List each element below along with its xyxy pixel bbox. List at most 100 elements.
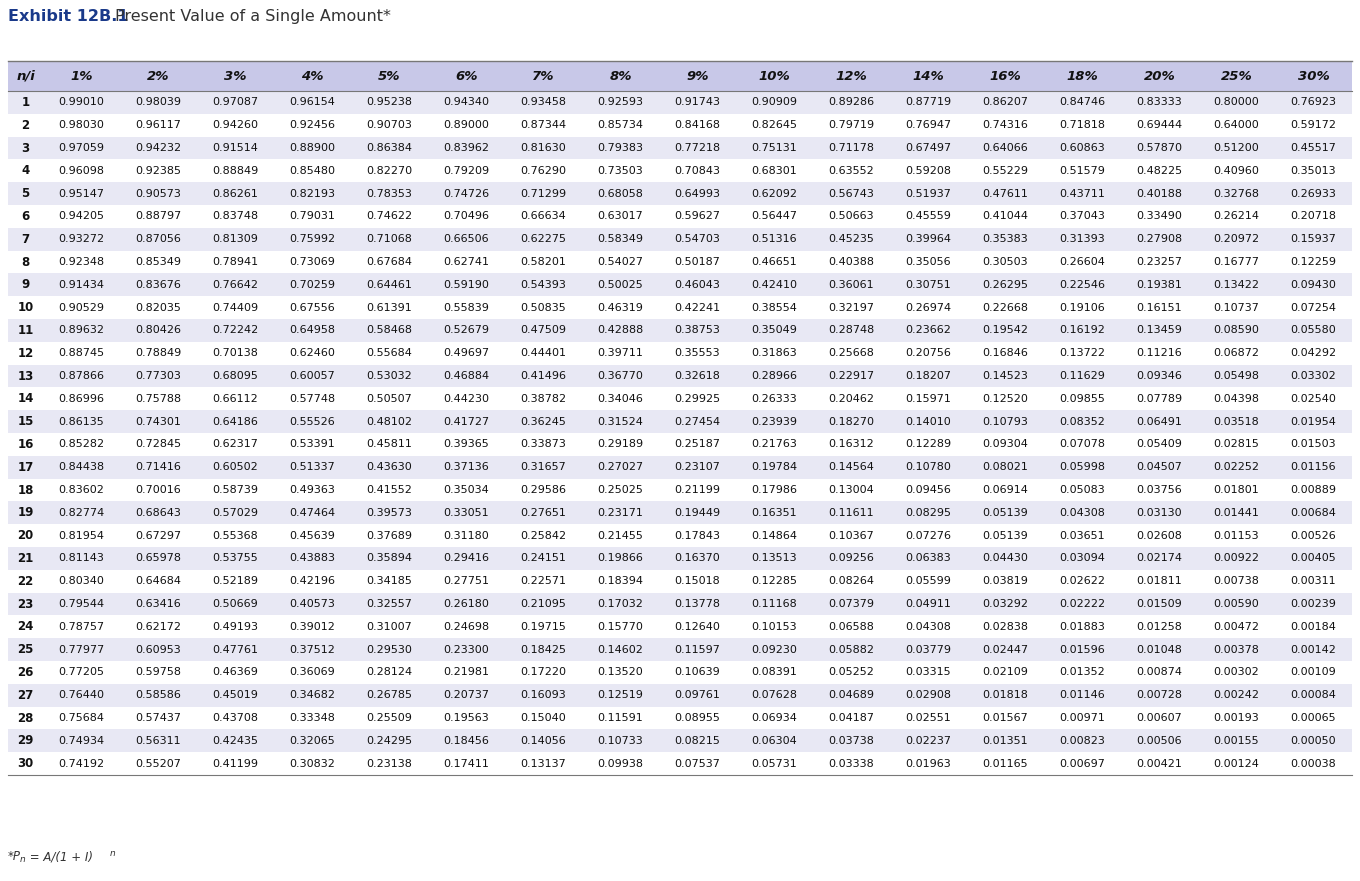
Text: 0.14010: 0.14010 [906,417,952,426]
Text: 0.04398: 0.04398 [1213,394,1259,403]
Text: 3: 3 [22,142,30,154]
Text: 0.91514: 0.91514 [212,143,258,153]
Text: 0.35034: 0.35034 [443,485,490,495]
Text: 2%: 2% [147,70,170,83]
Text: 0.97087: 0.97087 [212,98,258,107]
Text: 0.28124: 0.28124 [366,668,412,677]
Bar [8,638,1352,661]
Text: 0.58586: 0.58586 [136,690,181,700]
Text: 0.08021: 0.08021 [982,463,1028,472]
Text: 0.00421: 0.00421 [1137,759,1182,768]
Text: 0.49697: 0.49697 [443,348,490,359]
Text: 0.79544: 0.79544 [58,599,105,609]
Text: 0.25668: 0.25668 [828,348,874,359]
Text: 0.11611: 0.11611 [828,507,874,518]
Text: 0.26214: 0.26214 [1213,211,1259,221]
Text: 0.57870: 0.57870 [1137,143,1182,153]
Bar [8,228,1352,250]
Text: Present Value of a Single Amount*: Present Value of a Single Amount* [116,9,390,24]
Text: 0.03292: 0.03292 [982,599,1028,609]
Text: 0.35553: 0.35553 [675,348,721,359]
Text: 0.94205: 0.94205 [58,211,105,221]
Bar [8,319,1352,342]
Text: 0.60502: 0.60502 [212,463,258,472]
Text: 0.47611: 0.47611 [982,189,1028,198]
Text: 0.02252: 0.02252 [1213,463,1259,472]
Text: 0.01509: 0.01509 [1137,599,1182,609]
Text: 0.96117: 0.96117 [136,120,181,130]
Text: 0.12640: 0.12640 [675,622,721,632]
Bar [8,707,1352,729]
Text: 0.43883: 0.43883 [290,553,336,564]
Text: 0.41199: 0.41199 [212,759,258,768]
Text: 0.04308: 0.04308 [1059,507,1106,518]
Text: 0.50025: 0.50025 [597,280,643,290]
Text: 8: 8 [22,255,30,269]
Text: 0.54703: 0.54703 [675,234,721,244]
Text: 0.05498: 0.05498 [1213,371,1259,381]
Text: 0.99010: 0.99010 [58,98,105,107]
Text: 0.91434: 0.91434 [58,280,105,290]
Text: 0.08352: 0.08352 [1059,417,1106,426]
Text: 0.35894: 0.35894 [366,553,412,564]
Text: 0.27651: 0.27651 [521,507,566,518]
Text: 0.56743: 0.56743 [828,189,874,198]
Text: 0.14564: 0.14564 [828,463,874,472]
Text: 0.36069: 0.36069 [290,668,336,677]
Text: 0.62460: 0.62460 [290,348,336,359]
Text: 6%: 6% [456,70,477,83]
Text: 27: 27 [18,689,34,701]
Text: 0.01153: 0.01153 [1213,530,1259,541]
Text: 0.03302: 0.03302 [1291,371,1337,381]
Text: 0.09456: 0.09456 [906,485,952,495]
Text: 0.31393: 0.31393 [1059,234,1106,244]
Text: 0.17986: 0.17986 [752,485,797,495]
Text: 0.16846: 0.16846 [982,348,1028,359]
Text: 0.20462: 0.20462 [828,394,874,403]
Text: 0.26785: 0.26785 [366,690,412,700]
Text: 0.32768: 0.32768 [1213,189,1259,198]
Text: 0.07379: 0.07379 [828,599,874,609]
Text: 0.00526: 0.00526 [1291,530,1337,541]
Text: 0.37136: 0.37136 [443,463,490,472]
Text: 0.00184: 0.00184 [1291,622,1337,632]
Text: 0.00874: 0.00874 [1137,668,1182,677]
Text: 0.13513: 0.13513 [752,553,797,564]
Text: 0.50835: 0.50835 [521,302,566,313]
Text: 0.85734: 0.85734 [597,120,643,130]
Text: 0.03518: 0.03518 [1213,417,1259,426]
Text: 18%: 18% [1066,70,1099,83]
Text: 0.00823: 0.00823 [1059,736,1106,746]
Text: 0.38554: 0.38554 [752,302,797,313]
Text: 0.02608: 0.02608 [1137,530,1182,541]
Text: 20%: 20% [1144,70,1175,83]
Text: 0.86261: 0.86261 [212,189,258,198]
Text: 30: 30 [18,757,34,770]
Text: 0.34046: 0.34046 [597,394,643,403]
Text: 0.01801: 0.01801 [1213,485,1259,495]
Text: 0.05139: 0.05139 [983,507,1028,518]
Text: 2: 2 [22,119,30,131]
Text: 0.56447: 0.56447 [752,211,797,221]
Text: 0.96154: 0.96154 [290,98,336,107]
Text: 0.64684: 0.64684 [136,576,181,586]
Text: 0.01503: 0.01503 [1291,440,1337,449]
Text: 0.59172: 0.59172 [1291,120,1337,130]
Text: 0.82193: 0.82193 [290,189,336,198]
Text: 22: 22 [18,574,34,588]
Text: 0.07254: 0.07254 [1291,302,1337,313]
Text: 16: 16 [18,438,34,451]
Text: 0.87719: 0.87719 [906,98,952,107]
Text: 29: 29 [18,734,34,747]
Text: 0.21455: 0.21455 [597,530,643,541]
Text: 0.23171: 0.23171 [597,507,643,518]
Bar [8,205,1352,228]
Text: 0.03738: 0.03738 [828,736,874,746]
Text: 0.92385: 0.92385 [136,166,181,176]
Bar [8,433,1352,455]
Text: Exhibit 12B.1: Exhibit 12B.1 [8,9,128,24]
Text: 15: 15 [18,415,34,428]
Text: 0.15937: 0.15937 [1291,234,1337,244]
Text: 0.77218: 0.77218 [675,143,721,153]
Text: 0.51337: 0.51337 [290,463,336,472]
